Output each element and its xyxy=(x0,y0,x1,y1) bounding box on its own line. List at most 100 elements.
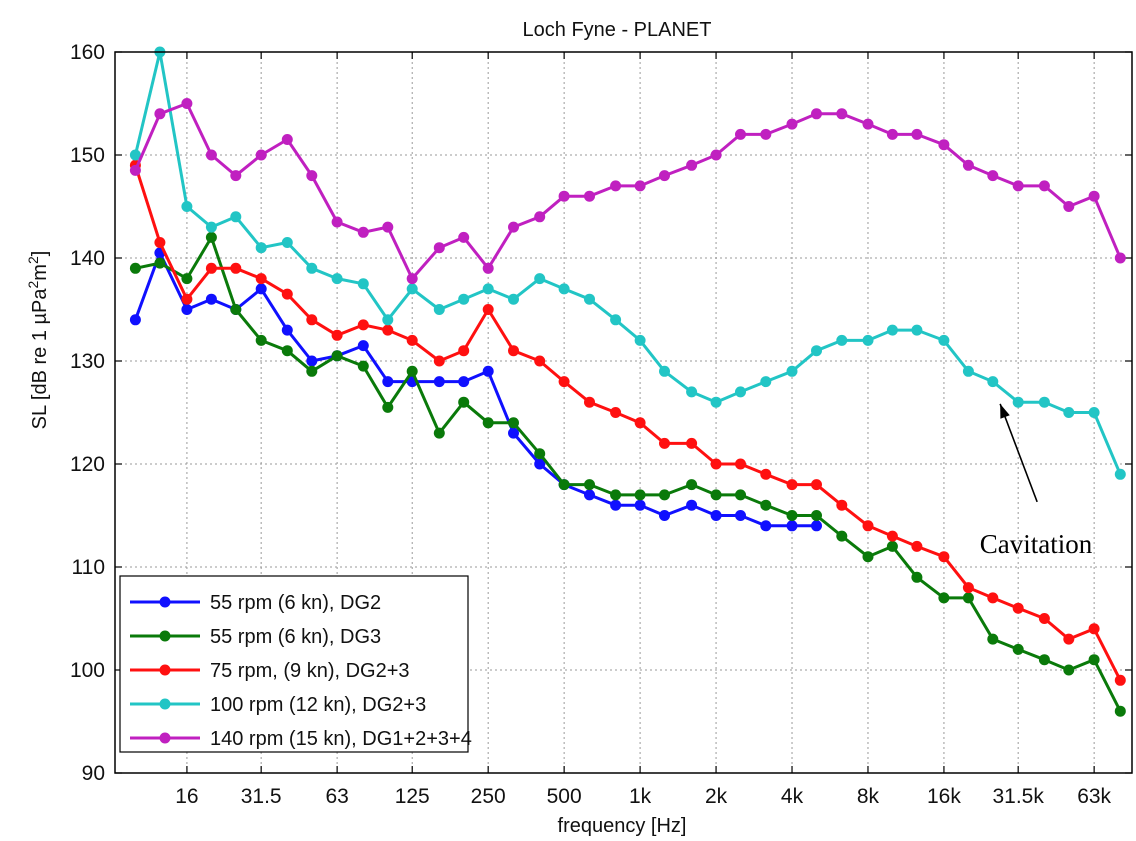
series-point xyxy=(962,582,974,594)
series-point xyxy=(886,324,898,336)
series-point xyxy=(458,293,470,305)
series-point xyxy=(357,340,369,352)
series-point xyxy=(154,237,166,248)
series-point xyxy=(281,324,293,336)
x-tick-label: 8k xyxy=(857,785,880,808)
x-axis-title: frequency [Hz] xyxy=(558,815,687,837)
series-point xyxy=(433,376,445,388)
series-point xyxy=(433,355,445,367)
series-point xyxy=(1038,180,1050,192)
series-point xyxy=(786,365,798,377)
series-point xyxy=(508,345,519,357)
series-line xyxy=(134,102,1122,281)
series-point xyxy=(458,345,470,357)
series-point xyxy=(205,149,217,161)
series-point xyxy=(659,489,670,501)
series-point xyxy=(938,551,950,563)
series-point xyxy=(458,376,470,388)
series-point xyxy=(357,319,369,331)
y-tick-label: 90 xyxy=(82,762,105,785)
series-point xyxy=(659,437,670,449)
series-point xyxy=(205,293,217,305)
legend-label: 140 rpm (15 kn), DG1+2+3+4 xyxy=(210,728,472,750)
series-point xyxy=(584,479,595,491)
series-line xyxy=(133,50,1122,475)
series-point xyxy=(786,118,798,130)
series-point xyxy=(610,180,622,192)
series-point xyxy=(534,355,546,367)
series-point xyxy=(1114,252,1126,264)
series-point xyxy=(1012,643,1024,655)
series-point xyxy=(181,304,193,315)
x-tick-label: 125 xyxy=(395,785,430,808)
series-point xyxy=(205,231,217,243)
series-point xyxy=(205,221,217,233)
series-point xyxy=(255,283,267,295)
series-point xyxy=(886,530,898,542)
series-point xyxy=(1088,407,1100,418)
series-point xyxy=(357,226,369,238)
series-point xyxy=(281,134,293,145)
series-point xyxy=(129,314,141,326)
annotation-layer: Cavitation xyxy=(980,403,1093,559)
series-point xyxy=(760,376,772,388)
series-point xyxy=(760,499,772,511)
series-point xyxy=(634,334,646,346)
series-point xyxy=(181,273,193,285)
series-point xyxy=(987,633,999,645)
series-point xyxy=(129,149,141,161)
series-point xyxy=(406,334,418,346)
series-point xyxy=(458,231,470,243)
y-tick-label: 150 xyxy=(70,144,105,167)
series-point xyxy=(634,499,646,511)
series-point xyxy=(634,180,646,192)
series-point xyxy=(735,128,746,140)
series-point xyxy=(1063,664,1075,676)
series-point xyxy=(610,489,622,501)
series-point xyxy=(1063,201,1075,212)
series-point xyxy=(1012,602,1024,614)
series-point xyxy=(760,520,772,532)
series-point xyxy=(1114,468,1126,480)
series-point xyxy=(760,128,772,140)
series-point xyxy=(382,221,394,233)
series-point xyxy=(962,159,974,171)
series-point xyxy=(862,334,874,346)
x-tick-label: 500 xyxy=(547,785,582,808)
x-tick-label: 4k xyxy=(781,785,804,808)
series-point xyxy=(862,118,874,130)
series-point xyxy=(938,139,950,151)
x-tick-label: 2k xyxy=(705,785,728,808)
series-point xyxy=(911,128,923,140)
series-point xyxy=(911,324,923,336)
series-point xyxy=(281,237,293,248)
series-point xyxy=(686,437,698,449)
series-line xyxy=(135,235,1122,712)
x-tick-label: 31.5 xyxy=(241,785,282,808)
series-point xyxy=(735,510,746,521)
series-point xyxy=(281,345,293,357)
series-point xyxy=(786,520,798,532)
series-point xyxy=(181,293,193,305)
legend-label: 55 rpm (6 kn), DG2 xyxy=(210,592,381,614)
series-point xyxy=(331,273,343,285)
series-point xyxy=(154,108,166,120)
series-point xyxy=(230,304,242,315)
series-point xyxy=(331,329,343,341)
series-point xyxy=(686,499,698,511)
legend-swatch-marker xyxy=(159,698,171,710)
series-point xyxy=(584,396,595,408)
series-point xyxy=(129,262,141,274)
series-point xyxy=(1088,623,1100,635)
series-point xyxy=(1088,654,1100,666)
series-point xyxy=(558,479,570,491)
legend-box xyxy=(119,575,469,753)
series-point xyxy=(534,458,546,470)
series-point xyxy=(306,355,318,367)
series-point xyxy=(331,216,343,228)
series-point xyxy=(911,571,923,583)
series-point xyxy=(710,458,722,470)
series-point xyxy=(786,479,798,491)
series-point xyxy=(230,211,242,223)
series-point xyxy=(1088,190,1100,202)
